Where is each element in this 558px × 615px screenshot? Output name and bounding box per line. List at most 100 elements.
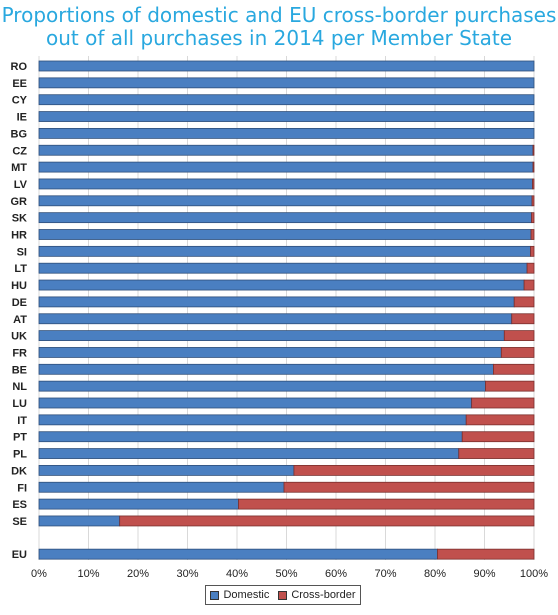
category-label: HU	[11, 280, 27, 292]
category-label: EU	[12, 549, 27, 561]
bar-domestic	[38, 397, 473, 409]
category-label: LV	[14, 179, 28, 191]
bar-crossborder	[293, 464, 535, 476]
bar-crossborder	[238, 498, 535, 510]
bar-domestic	[38, 464, 295, 476]
bar-domestic	[38, 144, 534, 156]
category-label: HR	[11, 230, 27, 242]
category-label: LU	[12, 398, 27, 410]
bar-domestic	[38, 330, 505, 342]
category-label: DK	[11, 465, 27, 477]
bar-crossborder	[471, 397, 535, 409]
bar-crossborder	[531, 195, 535, 207]
category-label: MT	[11, 162, 27, 174]
bar-domestic	[38, 448, 460, 459]
bar-domestic	[38, 195, 533, 207]
bar-crossborder	[458, 448, 535, 459]
legend-swatch-domestic	[210, 590, 220, 600]
bar-domestic	[38, 212, 532, 224]
category-label: BE	[12, 364, 27, 376]
category-label: UK	[11, 331, 27, 343]
category-label: DE	[12, 297, 27, 309]
bar-domestic	[38, 380, 486, 392]
category-label: LT	[14, 263, 27, 275]
bar-domestic	[38, 127, 535, 139]
bar-domestic	[38, 60, 535, 72]
legend-swatch-crossborder	[278, 590, 288, 600]
bar-domestic	[38, 296, 515, 308]
x-tick-label: 20%	[127, 568, 149, 580]
bar-crossborder	[526, 262, 535, 274]
bar-domestic	[38, 431, 463, 443]
bar-domestic	[38, 548, 438, 560]
category-label: AT	[13, 314, 27, 326]
category-label: CZ	[12, 145, 27, 157]
legend-item-crossborder: Cross-border	[278, 589, 356, 601]
chart-title-line-2: out of all purchases in 2014 per Member …	[45, 26, 513, 50]
category-label: RO	[11, 61, 28, 73]
bar-domestic	[38, 94, 535, 106]
bar-crossborder	[493, 363, 535, 375]
bar-crossborder	[531, 212, 535, 224]
legend-label-crossborder: Cross-border	[291, 589, 356, 601]
category-label: CY	[12, 95, 28, 107]
x-tick-label: 30%	[176, 568, 198, 580]
x-tick-label: 90%	[473, 568, 495, 580]
category-label: PT	[13, 432, 27, 444]
category-label: SI	[17, 246, 27, 258]
bar-crossborder	[485, 380, 535, 392]
x-tick-label: 50%	[275, 568, 297, 580]
bar-crossborder	[523, 279, 535, 291]
category-label: IT	[17, 415, 27, 427]
chart-title: Proportions of domestic and EU cross-bor…	[0, 4, 558, 50]
bar-domestic	[38, 414, 467, 426]
x-tick-label: 10%	[77, 568, 99, 580]
bar-domestic	[38, 245, 531, 257]
x-tick-label: 100%	[520, 568, 548, 580]
x-tick-label: 70%	[374, 568, 396, 580]
bar-crossborder	[532, 161, 535, 173]
chart-legend: Domestic Cross-border	[205, 585, 361, 605]
category-label: EE	[12, 78, 27, 90]
bar-domestic	[38, 498, 239, 510]
category-label: PL	[13, 449, 27, 461]
bar-domestic	[38, 178, 533, 190]
category-label: SK	[12, 213, 27, 225]
bar-domestic	[38, 111, 535, 122]
bar-crossborder	[532, 144, 535, 156]
bar-domestic	[38, 262, 528, 274]
category-label: FI	[17, 482, 27, 494]
bar-crossborder	[530, 229, 535, 240]
category-label: FR	[12, 347, 27, 359]
bar-domestic	[38, 279, 525, 291]
bar-domestic	[38, 481, 285, 493]
x-tick-label: 0%	[31, 568, 47, 580]
bar-crossborder	[461, 431, 535, 443]
bar-crossborder	[465, 414, 535, 426]
bar-crossborder	[283, 481, 535, 493]
category-label: BG	[11, 128, 28, 140]
bar-crossborder	[503, 330, 535, 342]
bar-domestic	[38, 515, 121, 527]
category-label: NL	[12, 381, 27, 393]
category-label: IE	[17, 112, 27, 124]
legend-item-domestic: Domestic	[210, 589, 269, 601]
bar-crossborder	[500, 347, 535, 358]
bar-crossborder	[511, 313, 535, 325]
x-tick-label: 60%	[325, 568, 347, 580]
bar-crossborder	[437, 548, 535, 560]
x-tick-label: 80%	[424, 568, 446, 580]
category-label: SE	[12, 516, 27, 528]
category-label: GR	[11, 196, 28, 208]
category-label: ES	[12, 499, 27, 511]
bar-crossborder	[530, 245, 535, 257]
bar-domestic	[38, 347, 502, 358]
bar-domestic	[38, 363, 494, 375]
bar-crossborder	[532, 178, 535, 190]
bar-domestic	[38, 313, 513, 325]
bar-domestic	[38, 229, 532, 240]
chart-title-line-1: Proportions of domestic and EU cross-bor…	[1, 3, 557, 27]
bar-domestic	[38, 77, 535, 89]
bar-domestic	[38, 161, 534, 173]
